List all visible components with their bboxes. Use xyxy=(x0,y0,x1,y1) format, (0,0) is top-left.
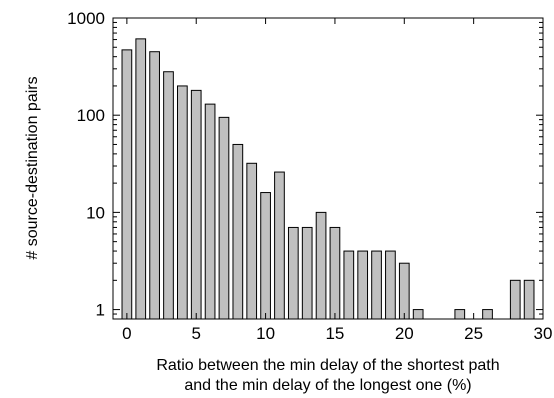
bar xyxy=(287,226,299,320)
bar xyxy=(274,171,285,320)
bar xyxy=(260,192,271,320)
bar xyxy=(371,250,382,320)
bar xyxy=(315,211,327,320)
bar xyxy=(385,250,396,320)
bar xyxy=(509,279,521,320)
bar xyxy=(343,250,355,320)
y-axis-title: # source-destination pairs xyxy=(24,76,41,259)
bar xyxy=(135,38,147,320)
x-axis-title-line-1: Ratio between the min delay of the short… xyxy=(156,357,499,374)
bar xyxy=(218,116,230,320)
bars-group xyxy=(121,38,535,320)
bar xyxy=(190,89,202,320)
bar xyxy=(121,49,133,320)
x-tick-label: 25 xyxy=(464,324,483,343)
bar xyxy=(246,162,258,320)
y-tick-label: 1000 xyxy=(67,9,105,28)
bar xyxy=(454,309,466,320)
plot-frame xyxy=(112,17,544,320)
y-tick-label: 1 xyxy=(96,301,105,320)
y-tick-label: 10 xyxy=(86,203,105,222)
x-axis-title-line-2: and the min delay of the longest one (%) xyxy=(184,377,471,394)
bar xyxy=(149,51,160,320)
bar xyxy=(357,250,369,320)
x-tick-label: 15 xyxy=(325,324,344,343)
y-axis-ticks: 1 10 100 1000 xyxy=(67,9,543,320)
bar xyxy=(523,279,535,320)
x-tick-label: 10 xyxy=(256,324,275,343)
bar xyxy=(177,85,188,320)
bar xyxy=(329,226,341,320)
bar xyxy=(163,71,174,320)
x-tick-label: 0 xyxy=(122,324,131,343)
y-tick-label: 100 xyxy=(77,106,105,125)
bar xyxy=(398,262,410,320)
bar xyxy=(482,309,493,320)
x-axis-ticks: 0 5 10 15 20 25 30 xyxy=(122,18,552,343)
bar xyxy=(204,103,216,320)
bar xyxy=(412,309,424,320)
x-tick-label: 5 xyxy=(191,324,200,343)
bar xyxy=(301,226,313,320)
bar xyxy=(232,143,244,320)
x-tick-label: 30 xyxy=(534,324,553,343)
x-tick-label: 20 xyxy=(395,324,414,343)
